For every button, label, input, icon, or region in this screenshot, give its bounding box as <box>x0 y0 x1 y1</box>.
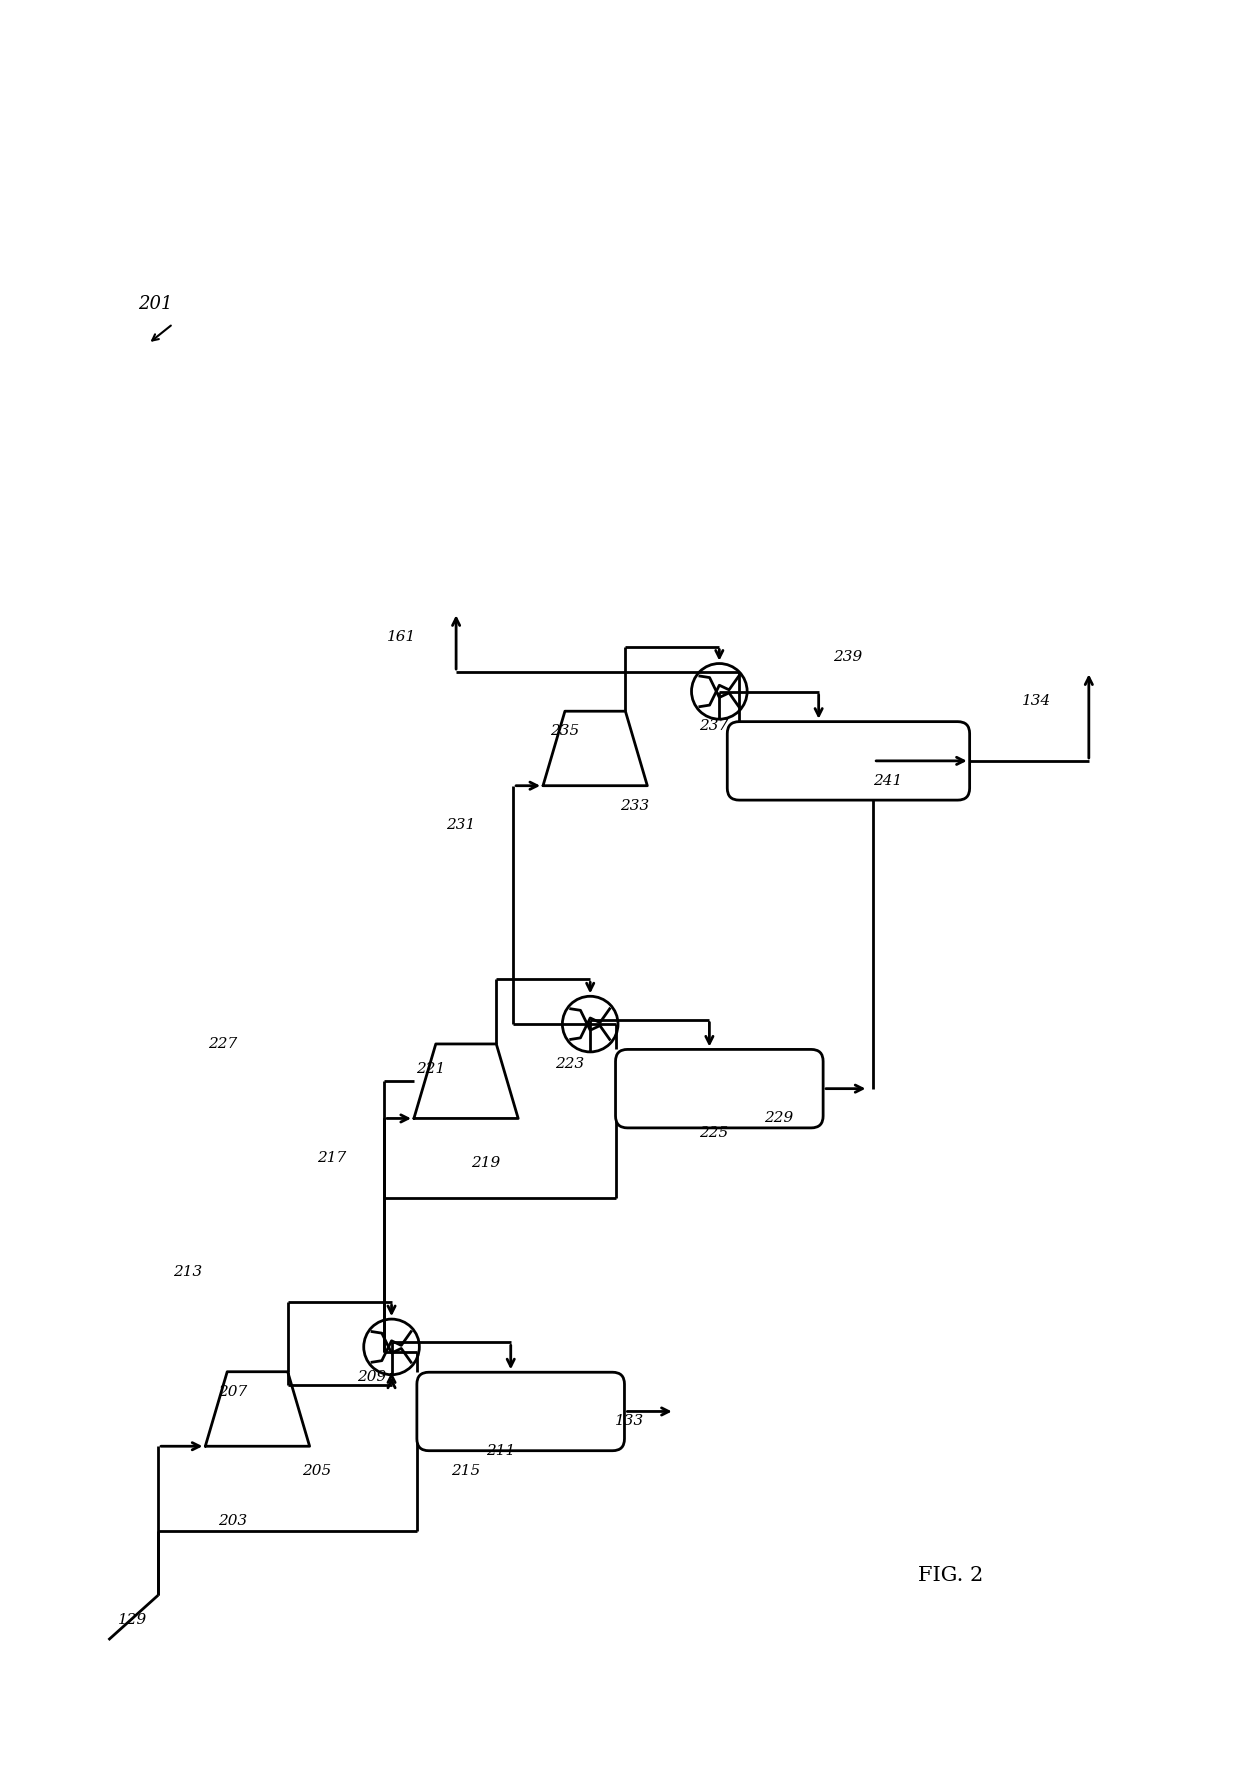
Text: 161: 161 <box>387 630 415 644</box>
Text: 223: 223 <box>556 1057 585 1072</box>
Text: 221: 221 <box>417 1063 445 1075</box>
Text: 231: 231 <box>446 819 475 833</box>
Text: 235: 235 <box>551 724 580 739</box>
FancyBboxPatch shape <box>417 1372 625 1451</box>
FancyBboxPatch shape <box>615 1050 823 1129</box>
Text: 233: 233 <box>620 799 650 813</box>
Text: 129: 129 <box>118 1613 148 1627</box>
Text: 209: 209 <box>357 1369 386 1383</box>
Text: FIG. 2: FIG. 2 <box>918 1566 983 1584</box>
Text: 201: 201 <box>138 295 172 313</box>
FancyBboxPatch shape <box>728 721 970 799</box>
Text: 229: 229 <box>764 1111 794 1125</box>
Text: 205: 205 <box>303 1465 331 1477</box>
Text: 239: 239 <box>833 650 863 664</box>
Text: 211: 211 <box>486 1444 515 1458</box>
Text: 203: 203 <box>218 1513 247 1527</box>
Text: 133: 133 <box>615 1415 645 1428</box>
Text: 217: 217 <box>317 1152 346 1166</box>
Text: 225: 225 <box>699 1127 729 1141</box>
Text: 215: 215 <box>451 1465 480 1477</box>
Text: 227: 227 <box>208 1038 237 1050</box>
Text: 213: 213 <box>174 1266 202 1280</box>
Text: 237: 237 <box>699 719 729 733</box>
Text: 134: 134 <box>1022 694 1052 708</box>
Text: 219: 219 <box>471 1157 500 1169</box>
Text: 241: 241 <box>873 774 903 789</box>
Text: 207: 207 <box>218 1385 247 1399</box>
